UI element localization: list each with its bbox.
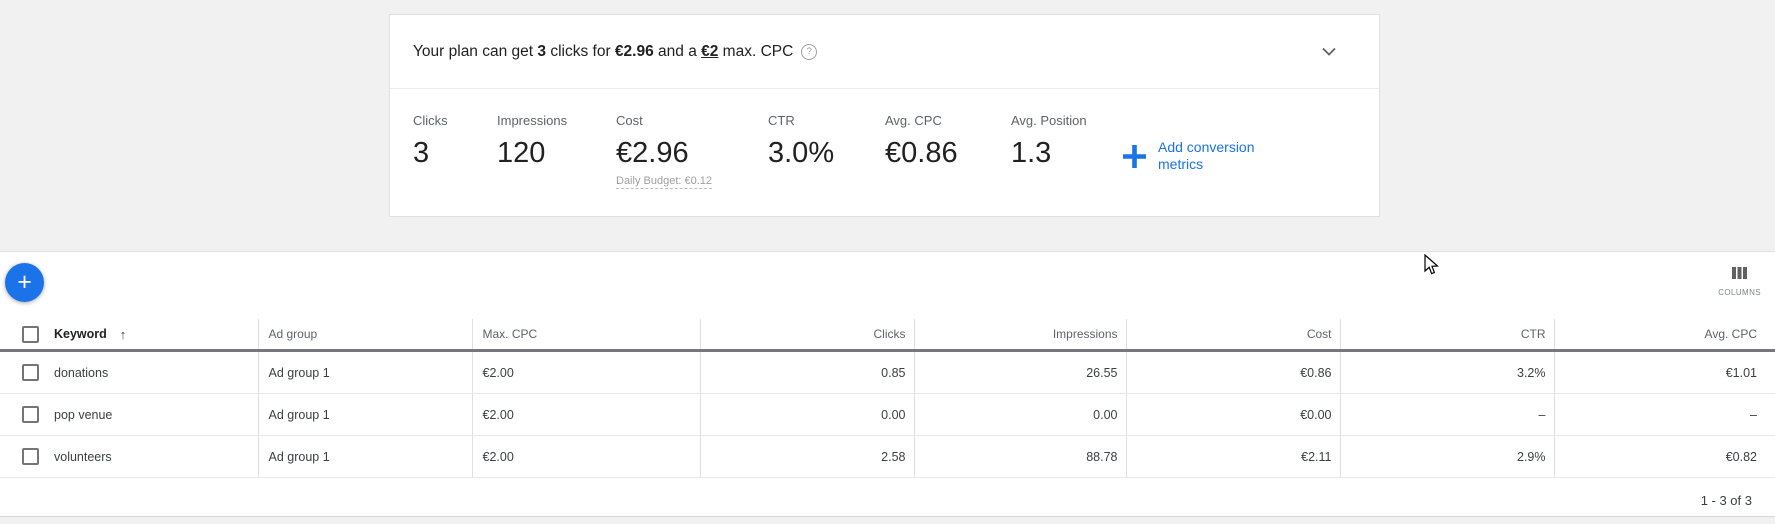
keyword-text: volunteers [54,449,112,464]
plan-summary-card: Your plan can get 3 clicks for €2.96 and… [389,14,1380,217]
column-header-label: Keyword [54,327,107,341]
plus-icon [1121,143,1148,170]
metric-value: €0.86 [885,137,958,169]
metric-value: €2.96 [616,137,689,169]
title-segment: and a [653,42,702,60]
cell-cost: €2.11 [1125,435,1340,478]
metric-cost: Cost €2.96 Daily Budget: €0.12 [616,113,768,189]
plan-summary-header[interactable]: Your plan can get 3 clicks for €2.96 and… [390,15,1379,89]
cell-impressions: 26.55 [913,350,1126,394]
columns-icon [1732,267,1748,279]
row-checkbox[interactable] [22,364,39,381]
title-segment: clicks for [546,42,615,60]
columns-button-label: COLUMNS [1718,288,1761,297]
plan-metrics: Clicks 3 Impressions 120 Cost €2.96 Daily Budg… [390,89,1379,189]
cell-ad-group: Ad group 1 [257,350,472,394]
chevron-down-icon[interactable] [1317,40,1341,64]
help-icon[interactable]: ? [801,43,818,60]
cell-avg-cpc: – [1553,393,1775,436]
metric-label: Cost [616,113,643,128]
add-keyword-button[interactable]: + [5,263,44,302]
row-checkbox[interactable] [22,406,39,423]
cell-ad-group: Ad group 1 [257,435,472,478]
metric-label: Impressions [497,113,568,128]
column-header-clicks[interactable]: Clicks [699,319,914,351]
table-row: pop venue Ad group 1 €2.00 0.00 0.00 €0.00– – [0,393,1775,436]
cell-avg-cpc: €0.82 [1553,435,1775,478]
cell-ctr: 3.2% [1339,350,1554,394]
column-header-ad-group[interactable]: Ad group [257,319,472,351]
cell-ctr: 2.9% [1339,435,1554,478]
metric-sub-label: Daily Budget: €0.12 [616,175,713,189]
column-header-keyword[interactable]: Keyword ↑ [0,319,258,351]
metric-avg-position: Avg. Position 1.3 [1011,113,1097,170]
cell-cost: €0.00 [1125,393,1340,436]
metric-value: 3 [413,137,430,169]
mouse-cursor [1424,254,1439,275]
cell-max-cpc: €2.00 [471,393,700,436]
metric-label: Clicks [413,113,448,128]
add-conversion-metrics-label: Add conversion metrics [1158,139,1255,172]
row-checkbox[interactable] [22,448,39,465]
keyword-cell: donations [0,350,258,394]
metric-value: 1.3 [1011,137,1052,169]
cell-clicks: 0.85 [699,350,914,394]
table-footer: 1 - 3 of 3 [0,478,1775,522]
metric-avg-cpc: Avg. CPC €0.86 [885,113,1011,170]
add-conversion-metrics-link[interactable]: Add conversion metrics [1121,139,1264,173]
metric-clicks: Clicks 3 [413,113,497,170]
plan-summary-title: Your plan can get 3 clicks for €2.96 and… [413,43,1317,61]
keywords-table-section: + COLUMNS Keyword ↑ Ad group Max. CPC Clicks… [0,251,1775,517]
metric-value: 3.0% [768,137,835,169]
columns-button[interactable]: COLUMNS [1718,266,1761,297]
column-header-cost[interactable]: Cost [1125,319,1340,351]
title-segment: max. CPC [718,42,794,60]
metric-ctr: CTR 3.0% [768,113,885,170]
cell-impressions: 0.00 [913,393,1126,436]
cell-ctr: – [1339,393,1554,436]
title-segment[interactable]: €2 [701,42,719,60]
cell-avg-cpc: €1.01 [1553,350,1775,394]
metric-value: 120 [497,137,546,169]
cell-ad-group: Ad group 1 [257,393,472,436]
table-row: volunteers Ad group 1 €2.00 2.58 88.78 €2.11 2… [0,435,1775,478]
cell-impressions: 88.78 [913,435,1126,478]
metric-label: Avg. CPC [885,113,942,128]
pagination-label: 1 - 3 of 3 [1700,493,1752,508]
column-header-avg-cpc[interactable]: Avg. CPC [1553,319,1775,351]
metric-impressions: Impressions 120 [497,113,616,170]
cell-max-cpc: €2.00 [471,350,700,394]
keyword-text: pop venue [54,407,113,422]
cell-cost: €0.86 [1125,350,1340,394]
plan-summary-title-text: Your plan can get 3 clicks for €2.96 and… [413,43,793,61]
title-segment: €2.96 [614,42,654,60]
title-segment: Your plan can get [413,42,538,60]
table-row: donations Ad group 1 €2.00 0.85 26.55 €0.86 3.… [0,350,1775,394]
title-segment: 3 [537,42,547,60]
metric-label: Avg. Position [1011,113,1087,128]
column-header-ctr[interactable]: CTR [1339,319,1554,351]
sort-ascending-icon: ↑ [119,326,127,342]
metric-label: CTR [768,113,795,128]
cell-max-cpc: €2.00 [471,435,700,478]
cell-clicks: 0.00 [699,393,914,436]
column-header-max-cpc[interactable]: Max. CPC [471,319,700,351]
select-all-checkbox[interactable] [22,325,39,343]
keyword-cell: volunteers [0,435,258,478]
keyword-text: donations [54,365,109,380]
cell-clicks: 2.58 [699,435,914,478]
keywords-table: Keyword ↑ Ad group Max. CPC Clicks Impression… [0,319,1775,478]
column-header-impressions[interactable]: Impressions [913,319,1126,351]
keyword-cell: pop venue [0,393,258,436]
table-header-row: Keyword ↑ Ad group Max. CPC Clicks Impression… [0,319,1775,351]
